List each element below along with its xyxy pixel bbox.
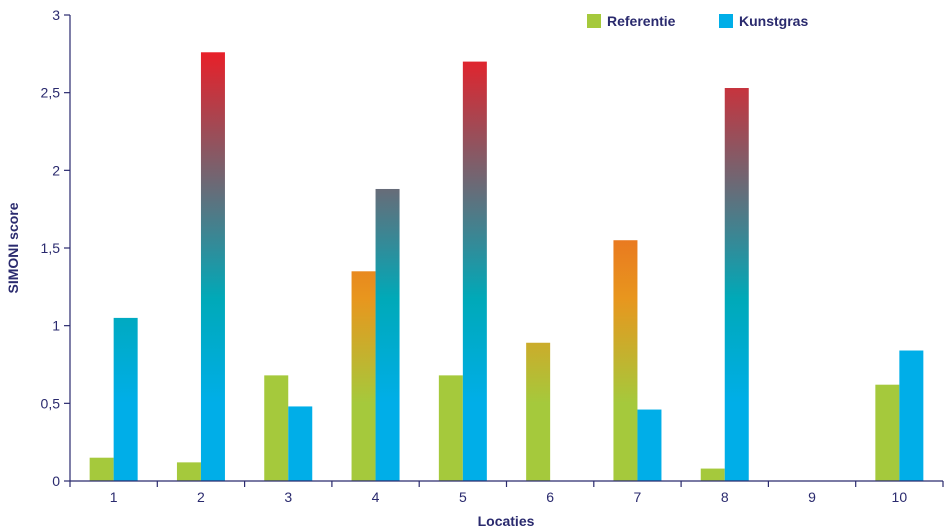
- legend: Referentie Kunstgras: [587, 13, 808, 29]
- x-tick-label: 2: [197, 489, 205, 505]
- y-tick-label: 2: [52, 162, 60, 178]
- y-tick-label: 0,5: [41, 395, 61, 411]
- bar-referentie-6: [526, 342, 551, 481]
- bar-referentie-4: [351, 271, 376, 481]
- bar-kunstgras-10: [899, 350, 924, 481]
- bar-kunstgras-4: [375, 188, 400, 481]
- bar-kunstgras-1: [113, 317, 138, 481]
- bar-kunstgras-8: [724, 88, 749, 482]
- bar-referentie-5: [438, 375, 463, 481]
- y-axis-title: SIMONI score: [5, 202, 21, 293]
- bar-kunstgras-3: [288, 406, 313, 481]
- bar-referentie-3: [264, 375, 289, 481]
- x-tick-label: 4: [372, 489, 380, 505]
- bars: [89, 52, 924, 482]
- bar-referentie-1: [89, 457, 114, 481]
- legend-swatch-referentie: [587, 14, 601, 28]
- legend-swatch-kunstgras: [719, 14, 733, 28]
- x-tick-label: 7: [634, 489, 642, 505]
- bar-kunstgras-7: [637, 409, 662, 481]
- x-tick-label: 10: [892, 489, 908, 505]
- y-tick-label: 1,5: [41, 240, 61, 256]
- y-tick-label: 2,5: [41, 85, 61, 101]
- legend-label-referentie: Referentie: [607, 13, 676, 29]
- y-tick-label: 3: [52, 7, 60, 23]
- bar-referentie-10: [875, 384, 900, 481]
- legend-label-kunstgras: Kunstgras: [739, 13, 808, 29]
- x-tick-label: 3: [284, 489, 292, 505]
- bar-kunstgras-2: [200, 52, 225, 481]
- bar-kunstgras-5: [462, 61, 487, 481]
- bar-referentie-7: [613, 240, 638, 481]
- bar-referentie-2: [176, 462, 201, 481]
- x-tick-label: 8: [721, 489, 729, 505]
- y-tick-label: 0: [52, 473, 60, 489]
- x-tick-label: 5: [459, 489, 467, 505]
- x-tick-label: 1: [110, 489, 118, 505]
- y-axis-ticks: 0 0,5 1 1,5 2 2,5 3: [41, 7, 70, 489]
- x-axis-title: Locaties: [478, 513, 535, 529]
- x-tick-label: 6: [546, 489, 554, 505]
- y-tick-label: 1: [52, 318, 60, 334]
- x-tick-label: 9: [808, 489, 816, 505]
- bar-referentie-8: [700, 468, 725, 481]
- x-axis-ticks: 1 2 3 4 5 6 7 8 9 10: [69, 481, 944, 505]
